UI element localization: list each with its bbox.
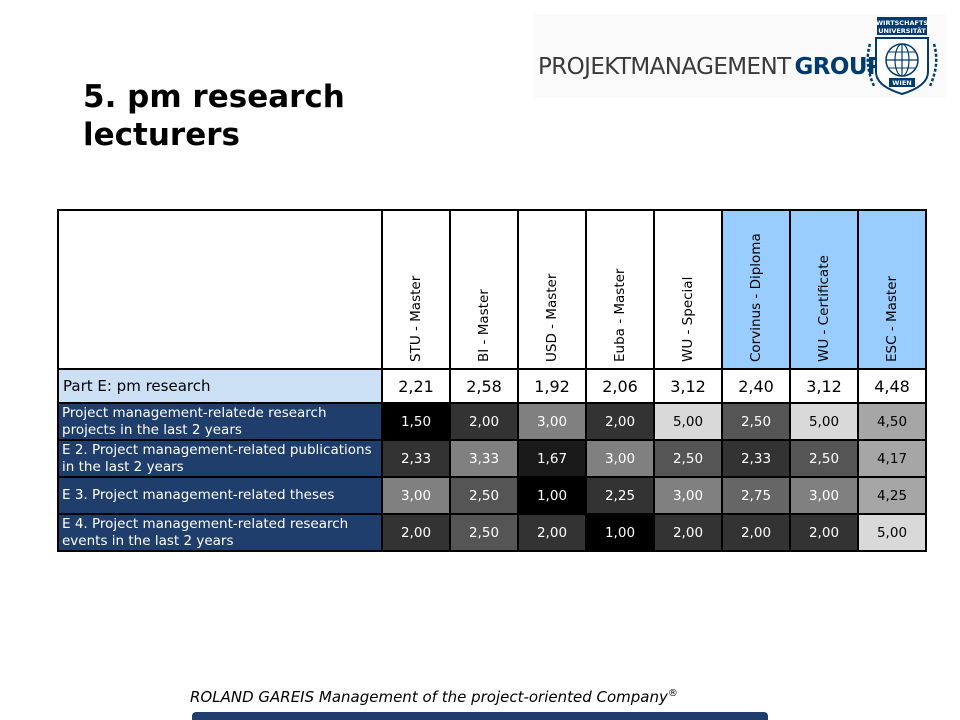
score-cell: 4,25 [857, 476, 927, 515]
footer-bar [192, 712, 768, 720]
table-row: Project management-relatede research pro… [57, 402, 927, 441]
part-value: 1,92 [517, 368, 587, 404]
part-value: 4,48 [857, 368, 927, 404]
score-cell: 2,00 [517, 513, 587, 552]
part-value: 3,12 [789, 368, 859, 404]
score-cell: 2,50 [449, 513, 519, 552]
part-value: 2,21 [381, 368, 451, 404]
table-row: E 2. Project management-related publicat… [57, 439, 927, 478]
score-cell: 3,33 [449, 439, 519, 478]
col-header-euba-master: Euba - Master [585, 209, 655, 370]
row-label: Project management-relatede research pro… [57, 402, 383, 441]
col-label-corvinus-diploma: Corvinus - Diploma [748, 233, 764, 362]
logo-wordmark: PROJEKTMANAGEMENT GROUP [538, 54, 884, 80]
col-label-esc-master: ESC - Master [884, 275, 900, 362]
score-cell: 3,00 [517, 402, 587, 441]
projektmanagement-group-logo: PROJEKTMANAGEMENT GROUP WIRTSCHAFTS UNIVE… [534, 14, 946, 98]
part-row: Part E: pm research 2,21 2,58 1,92 2,06 … [57, 368, 927, 404]
col-header-corvinus-diploma: Corvinus - Diploma [721, 209, 791, 370]
col-label-usd-master: USD - Master [544, 273, 560, 362]
col-header-wu-certificate: WU - Certificate [789, 209, 859, 370]
score-cell: 2,00 [381, 513, 451, 552]
row-label: E 4. Project management-related research… [57, 513, 383, 552]
col-label-euba-master: Euba - Master [612, 268, 628, 363]
university-seal-icon: WIRTSCHAFTS UNIVERSITÄT WIEN [866, 17, 938, 96]
score-cell: 4,50 [857, 402, 927, 441]
part-value: 2,06 [585, 368, 655, 404]
score-cell: 1,50 [381, 402, 451, 441]
score-cell: 4,17 [857, 439, 927, 478]
score-cell: 3,00 [653, 476, 723, 515]
score-cell: 2,50 [721, 402, 791, 441]
score-cell: 2,25 [585, 476, 655, 515]
score-cell: 2,33 [721, 439, 791, 478]
col-header-usd-master: USD - Master [517, 209, 587, 370]
footer-text: ROLAND GAREIS Management of the project-… [190, 688, 668, 706]
row-label: E 3. Project management-related theses [57, 476, 383, 515]
col-header-wu-special: WU - Special [653, 209, 723, 370]
score-cell: 2,00 [585, 402, 655, 441]
seal-text-bottom: WIEN [892, 79, 911, 87]
score-cell: 5,00 [789, 402, 859, 441]
col-label-stu-master: STU - Master [408, 275, 424, 362]
score-cell: 3,00 [585, 439, 655, 478]
row-label: E 2. Project management-related publicat… [57, 439, 383, 478]
part-row-label: Part E: pm research [57, 368, 383, 404]
col-header-esc-master: ESC - Master [857, 209, 927, 370]
footer-credit: ROLAND GAREIS Management of the project-… [190, 688, 678, 706]
score-cell: 5,00 [653, 402, 723, 441]
score-cell: 1,00 [517, 476, 587, 515]
logo-text-main: PROJEKTMANAGEMENT [538, 54, 791, 80]
part-value: 3,12 [653, 368, 723, 404]
score-cell: 2,33 [381, 439, 451, 478]
page-title: 5. pm research lecturers [83, 79, 345, 153]
score-cell: 2,50 [449, 476, 519, 515]
score-cell: 2,00 [789, 513, 859, 552]
column-header-row: STU - Master BI - Master USD - Master Eu… [57, 209, 927, 370]
col-header-bi-master: BI - Master [449, 209, 519, 370]
table-row: E 4. Project management-related research… [57, 513, 927, 552]
score-cell: 1,00 [585, 513, 655, 552]
score-cell: 2,00 [721, 513, 791, 552]
score-cell: 2,00 [653, 513, 723, 552]
table-row: E 3. Project management-related theses 3… [57, 476, 927, 515]
seal-text-top: WIRTSCHAFTS [876, 19, 929, 27]
score-cell: 3,00 [381, 476, 451, 515]
score-cell: 2,75 [721, 476, 791, 515]
score-cell: 2,00 [449, 402, 519, 441]
score-cell: 2,50 [789, 439, 859, 478]
corner-cell [57, 209, 383, 370]
part-value: 2,58 [449, 368, 519, 404]
score-cell: 1,67 [517, 439, 587, 478]
col-label-wu-certificate: WU - Certificate [816, 255, 832, 362]
part-value: 2,40 [721, 368, 791, 404]
col-label-bi-master: BI - Master [476, 289, 492, 362]
score-cell: 2,50 [653, 439, 723, 478]
seal-text-mid: UNIVERSITÄT [878, 26, 926, 35]
pm-research-table: STU - Master BI - Master USD - Master Eu… [57, 209, 927, 552]
col-label-wu-special: WU - Special [680, 276, 696, 362]
score-cell: 5,00 [857, 513, 927, 552]
score-cell: 3,00 [789, 476, 859, 515]
registered-mark: ® [667, 688, 678, 699]
col-header-stu-master: STU - Master [381, 209, 451, 370]
